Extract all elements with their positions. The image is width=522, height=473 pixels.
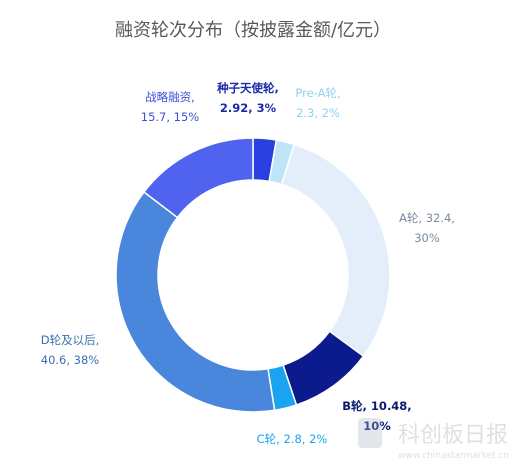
slice-label-5: C轮, 2.8, 2% — [257, 432, 328, 446]
slice-labels: 种子天使轮, 2.92, 3% Pre-A轮, 2.3, 2% A轮, 32.4, 30%… — [41, 81, 455, 446]
watermark-url: www.chinastarmarket.cn — [398, 451, 509, 461]
watermark-brand: 科创板日报 — [398, 423, 508, 448]
slice-6 — [115, 190, 276, 413]
slice-label-3: A轮, 32.4, 30% — [399, 211, 455, 245]
chart-title: 融资轮次分布（按披露金额/亿元） — [115, 20, 391, 41]
slice-7 — [142, 137, 254, 219]
slice-label-4: B轮, 10.48,10% — [342, 399, 411, 433]
slice-3 — [280, 143, 391, 358]
slice-label-7: 战略融资, 15.7, 15% — [141, 90, 200, 124]
slice-label-6: D轮及以后, 40.6, 38% — [41, 333, 100, 367]
watermark-logo-icon — [358, 418, 382, 448]
slice-label-2: Pre-A轮, 2.3, 2% — [295, 86, 340, 120]
donut-slices — [115, 137, 391, 413]
slice-label-1: 种子天使轮, 2.92, 3% — [216, 81, 279, 115]
watermark: 科创板日报 www.chinastarmarket.cn — [358, 418, 509, 461]
